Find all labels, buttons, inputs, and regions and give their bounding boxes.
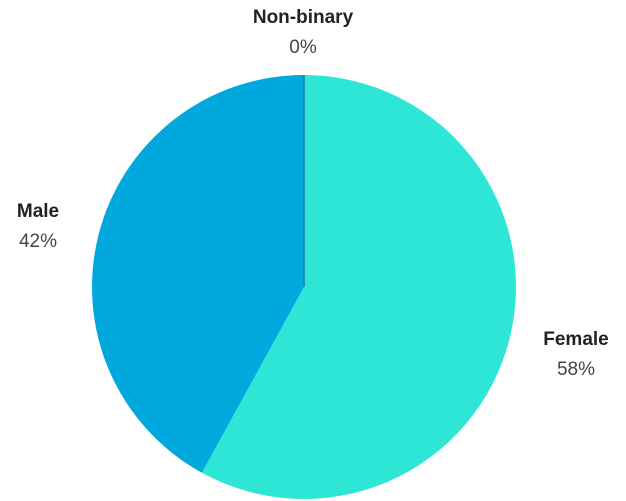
label-non-binary-name: Non-binary [253,7,354,28]
pie-slices [91,75,516,499]
label-non-binary-value: 0% [289,37,317,58]
label-female-value: 58% [557,359,595,380]
label-female-name: Female [543,329,608,350]
slice-labels: Non-binary 0% Female 58% Male 42% [17,7,609,380]
slice-female [201,75,516,499]
label-male-name: Male [17,201,59,222]
slice-male [91,75,305,473]
label-male-value: 42% [19,231,57,252]
